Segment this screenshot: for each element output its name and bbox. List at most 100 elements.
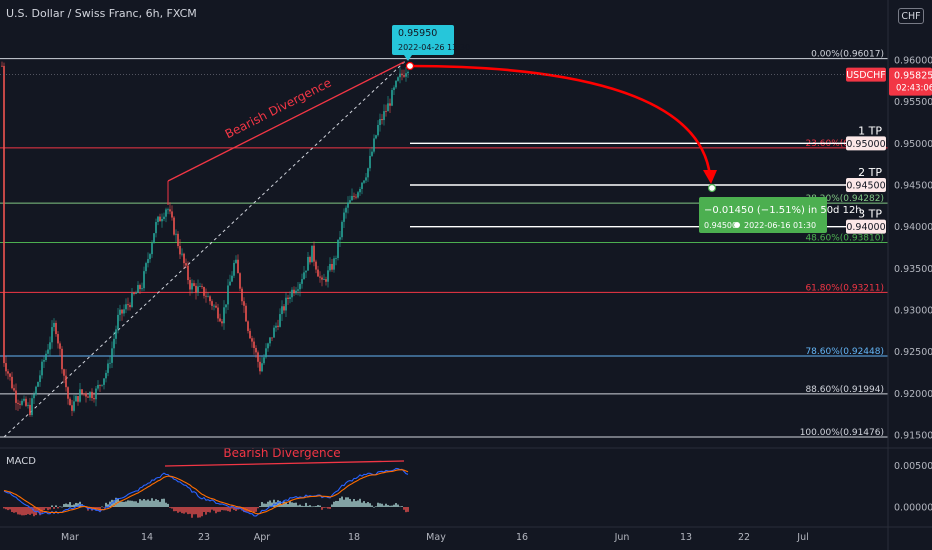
macd-histogram-bar [327,506,329,509]
macd-histogram-bar [407,506,409,512]
candle-body [381,119,383,121]
candle-body [285,297,287,311]
candle-body [87,396,89,398]
candle-body [103,378,105,385]
macd-histogram-bar [175,506,177,512]
macd-divergence-label: Bearish Divergence [223,446,340,460]
time-tick: 22 [738,532,750,543]
macd-histogram-bar [241,506,243,511]
candle-body [369,155,371,169]
macd-histogram-bar [211,506,213,510]
macd-histogram-bar [223,506,225,511]
macd-histogram-bar [277,500,279,507]
target-label: 2 TP [858,166,882,179]
macd-tick: 0.00000 [894,502,932,513]
target-price-box [846,219,886,234]
candle-body [35,386,37,395]
price-tick: 0.91500 [894,430,932,441]
candle-body [109,362,111,364]
fib-retracement[interactable]: 0.00%(0.96017)23.60%(0.94946)38.20%(0.94… [0,50,888,438]
macd-histogram-bar [31,506,33,514]
macd-tick: 0.00500 [894,461,932,472]
candle-body [133,293,135,294]
time-axis[interactable]: Mar 14 23 Apr 18 May 16 Jun 13 22 Jul [61,532,809,543]
projection-date: 2022-06-16 01:30 [744,221,816,230]
target-price-box [846,136,886,151]
candle-body [399,73,401,78]
macd-histogram-bar [119,500,121,507]
macd-histogram-bar [197,506,199,518]
candle-body [29,404,31,416]
candle-body [217,307,219,319]
macd-histogram-bar [333,501,335,507]
macd-histogram-bar [353,498,355,507]
candle-body [97,384,99,389]
macd-histogram-bar [23,506,25,516]
candle-body [47,349,49,354]
candle-body [145,263,147,272]
macd-histogram-bar [163,498,165,507]
candle-body [349,200,351,203]
macd-histogram-bar [15,506,17,513]
candle-body [197,286,199,293]
candle-body [185,263,187,266]
candle-body [39,375,41,383]
candle-body [131,293,133,308]
macd-histogram-bar [285,501,287,507]
candle-body [405,73,407,77]
macd-histogram-bar [315,506,317,507]
macd-histogram-bar [373,506,375,508]
macd-histogram-bar [229,506,231,512]
currency-badge[interactable]: CHF [898,8,924,24]
candle-body [393,87,395,91]
macd-histogram-bar [289,500,291,507]
macd-histogram-bar [101,506,103,508]
candle-body [237,259,239,274]
macd-histogram-bar [47,506,49,511]
candle-body [171,211,173,218]
macd-histogram-bar [103,506,105,508]
candle-body [331,263,333,270]
macd-histogram-bar [41,506,43,513]
candle-body [3,65,5,364]
target-label: 1 TP [858,124,882,137]
candle-body [215,305,217,308]
macd-histogram-bar [291,502,293,507]
macd-histogram-bar [317,505,319,507]
macd-histogram-bar [265,503,267,507]
macd-pane[interactable]: MACD 0.00500 0.00000 Bearish Divergence [3,446,932,518]
macd-histogram-bar [3,506,5,509]
macd-histogram-bar [321,506,323,510]
candle-body [295,290,297,294]
candle-body [235,259,237,263]
macd-histogram-bar [253,506,255,514]
candle-body [173,217,175,235]
clock-icon [734,222,740,228]
candle-body [183,253,185,264]
macd-histogram-bar [305,502,307,507]
candle-body [249,330,251,339]
fib-level-label: 61.80%(0.93211) [805,283,884,293]
candle-body [1,65,3,67]
candle-body [169,209,171,212]
candle-body [291,289,293,298]
candle-body [113,338,115,349]
macd-histogram-bar [25,506,27,515]
candle-body [261,363,263,372]
macd-histogram-bar [207,506,209,513]
candle-body [347,202,349,208]
macd-histogram-bar [377,502,379,507]
last-price-value: 0.95825 [894,71,932,82]
macd-label: MACD [6,456,36,467]
macd-histogram-bar [29,506,31,515]
projection-box [699,197,827,233]
macd-histogram-bar [303,506,305,507]
candle-body [149,254,151,260]
candle-body [311,245,313,263]
macd-histogram-bar [255,506,257,512]
candle-body [257,352,259,362]
